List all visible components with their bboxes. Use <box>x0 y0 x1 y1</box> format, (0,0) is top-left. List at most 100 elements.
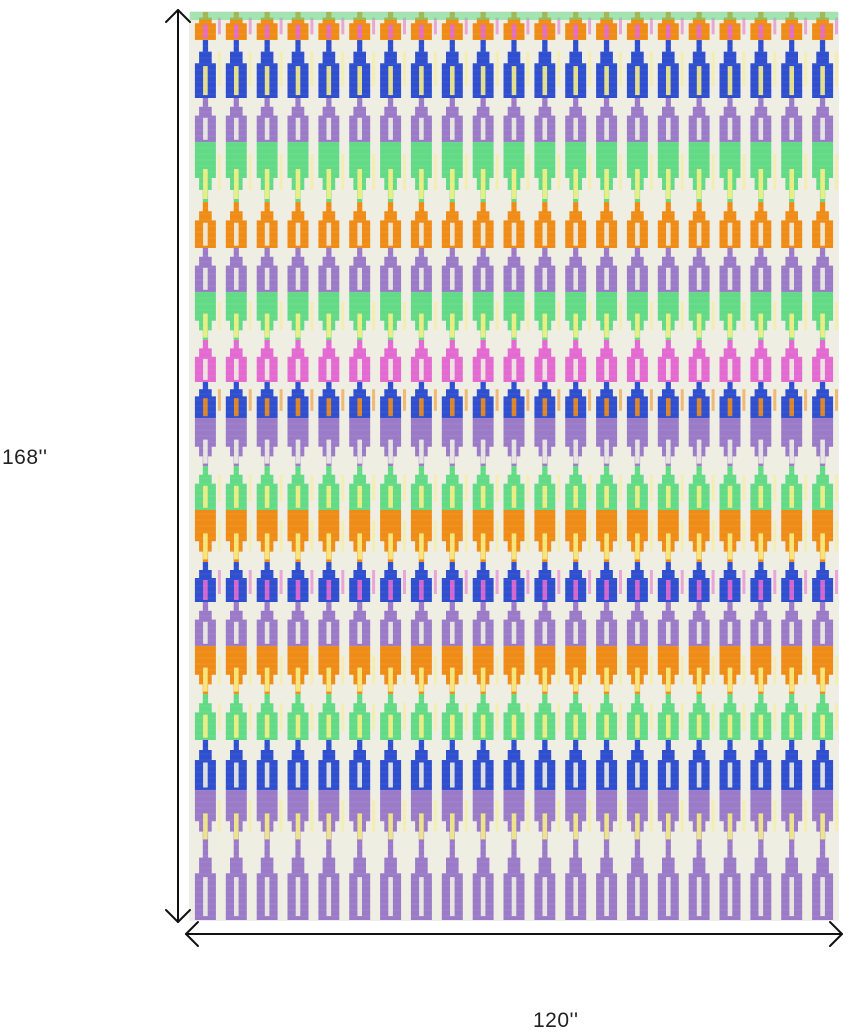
ikat-gap-stripe <box>217 348 221 374</box>
ikat-gap-stripe <box>835 389 838 411</box>
ikat-gap-stripe <box>248 256 252 284</box>
ikat-motif-core <box>758 66 764 96</box>
ikat-motif-core <box>419 398 424 417</box>
ikat-gap-stripe <box>464 154 468 190</box>
ikat-motif-core <box>357 533 362 560</box>
ikat-gap-stripe <box>557 610 561 638</box>
ikat-motif-core <box>295 813 301 840</box>
ikat-gap-stripe <box>835 17 838 35</box>
ikat-gap-stripe <box>279 610 283 638</box>
height-bottom-arrowhead <box>165 909 191 923</box>
ikat-motif-core <box>234 169 239 199</box>
ikat-motif-core <box>758 533 764 560</box>
ikat-motif-core <box>511 24 517 39</box>
ikat-gap-stripe <box>433 17 437 35</box>
ikat-motif-core <box>573 667 578 692</box>
ikat-motif-core <box>511 533 517 560</box>
ikat-gap-stripe <box>495 857 499 905</box>
ikat-motif-core <box>450 117 455 140</box>
ikat-motif-core <box>388 66 393 96</box>
ikat-gap-stripe <box>711 703 715 731</box>
ikat-gap-stripe <box>372 520 376 552</box>
ikat-motif-core <box>573 358 578 380</box>
ikat-gap-stripe <box>341 211 345 239</box>
ikat-gap-stripe <box>619 301 622 331</box>
ikat-gap-stripe <box>711 520 715 552</box>
ikat-motif-core <box>264 398 270 417</box>
ikat-gap-stripe <box>495 211 499 239</box>
ikat-gap-stripe <box>835 520 838 552</box>
ikat-motif-core <box>666 24 671 39</box>
ikat-motif-core <box>635 714 640 738</box>
ikat-gap-stripe <box>433 427 437 457</box>
ikat-gap-stripe <box>557 301 561 331</box>
ikat-gap-stripe <box>711 474 715 502</box>
ikat-motif-core <box>357 117 362 140</box>
ikat-gap-stripe <box>341 655 345 685</box>
ikat-motif-core <box>635 398 640 417</box>
ikat-gap-stripe <box>495 427 499 457</box>
ikat-gap-stripe <box>588 256 592 284</box>
ikat-gap-stripe <box>495 655 499 685</box>
ikat-gap-stripe <box>773 17 777 35</box>
ikat-motif-core <box>542 117 548 140</box>
ikat-motif-core <box>326 762 332 788</box>
ikat-gap-stripe <box>680 348 684 374</box>
ikat-gap-stripe <box>495 348 499 374</box>
ikat-motif-core <box>419 66 424 96</box>
ikat-motif-core <box>419 667 424 692</box>
ikat-motif-core <box>295 621 301 644</box>
ikat-gap-stripe <box>464 703 468 731</box>
ikat-gap-stripe <box>403 301 406 331</box>
ikat-motif-core <box>511 313 517 338</box>
ikat-gap-stripe <box>526 301 530 331</box>
ikat-motif-core <box>450 762 455 788</box>
ikat-gap-stripe <box>835 427 838 457</box>
ikat-motif-core <box>295 117 301 140</box>
ikat-motif-core <box>635 762 640 788</box>
ikat-motif-core <box>727 66 733 96</box>
ikat-motif-core <box>635 267 640 290</box>
ikat-gap-stripe <box>248 427 252 457</box>
ikat-gap-stripe <box>835 703 838 731</box>
ikat-motif-core <box>264 313 270 338</box>
ikat-motif-core <box>203 813 208 840</box>
ikat-pattern-rug <box>190 12 838 920</box>
ikat-motif-core <box>820 439 825 464</box>
ikat-gap-stripe <box>680 211 684 239</box>
ikat-gap-stripe <box>341 427 345 457</box>
ikat-gap-stripe <box>464 106 468 134</box>
ikat-motif-core <box>573 267 578 290</box>
ikat-gap-stripe <box>773 750 777 780</box>
ikat-gap-stripe <box>649 51 653 87</box>
height-top-arrowhead <box>165 9 191 23</box>
ikat-gap-stripe <box>804 610 808 638</box>
ikat-motif-core <box>419 877 424 917</box>
ikat-motif-core <box>295 762 301 788</box>
ikat-motif-core <box>820 667 825 692</box>
ikat-gap-stripe <box>835 655 838 685</box>
ikat-motif-core <box>264 66 270 96</box>
ikat-gap-stripe <box>773 703 777 731</box>
ikat-motif-core <box>295 485 301 508</box>
ikat-gap-stripe <box>217 211 221 239</box>
ikat-motif-core <box>450 313 455 338</box>
ikat-gap-stripe <box>248 703 252 731</box>
ikat-motif-core <box>573 533 578 560</box>
ikat-motif-core <box>758 24 764 39</box>
ikat-motif-core <box>542 439 548 464</box>
ikat-gap-stripe <box>804 570 808 594</box>
ikat-gap-stripe <box>773 520 777 552</box>
ikat-motif-core <box>635 169 640 199</box>
ikat-gap-stripe <box>526 389 530 411</box>
ikat-motif-core <box>820 533 825 560</box>
ikat-gap-stripe <box>680 750 684 780</box>
ikat-motif-core <box>511 580 517 600</box>
ikat-motif-core <box>264 714 270 738</box>
ikat-gap-stripe <box>403 256 406 284</box>
ikat-gap-stripe <box>557 348 561 374</box>
ikat-gap-stripe <box>649 610 653 638</box>
ikat-motif-core <box>511 169 517 199</box>
ikat-gap-stripe <box>372 301 376 331</box>
